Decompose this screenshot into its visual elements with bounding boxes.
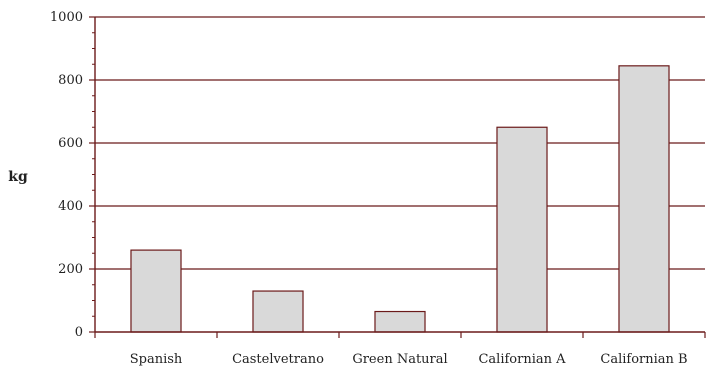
y-tick-label: 800 [58,73,83,88]
x-tick-label: Green Natural [352,352,447,367]
y-tick-label: 600 [58,136,83,151]
x-axis-ticks: Spanish Castelvetrano Green Natural Califor… [94,332,706,367]
x-tick-label: Californian A [478,352,566,367]
x-tick-label: Californian B [600,352,687,367]
bar-californian-b [618,65,670,333]
y-tick-label: 1000 [50,10,83,25]
x-tick-label: Castelvetrano [232,352,324,367]
y-axis-ticks: 0 200 400 600 800 1000 [50,10,95,340]
bar-green-natural [374,310,426,333]
y-axis-label: kg [8,169,28,185]
y-tick-label: 200 [58,262,83,277]
bar-castelvetrano [252,290,304,333]
bar-spanish [130,249,182,333]
bar-californian-a [496,126,548,333]
y-tick-label: 400 [58,199,83,214]
y-tick-label: 0 [75,325,83,340]
bars [130,65,670,333]
x-tick-label: Spanish [130,352,183,367]
gridlines [95,16,705,270]
